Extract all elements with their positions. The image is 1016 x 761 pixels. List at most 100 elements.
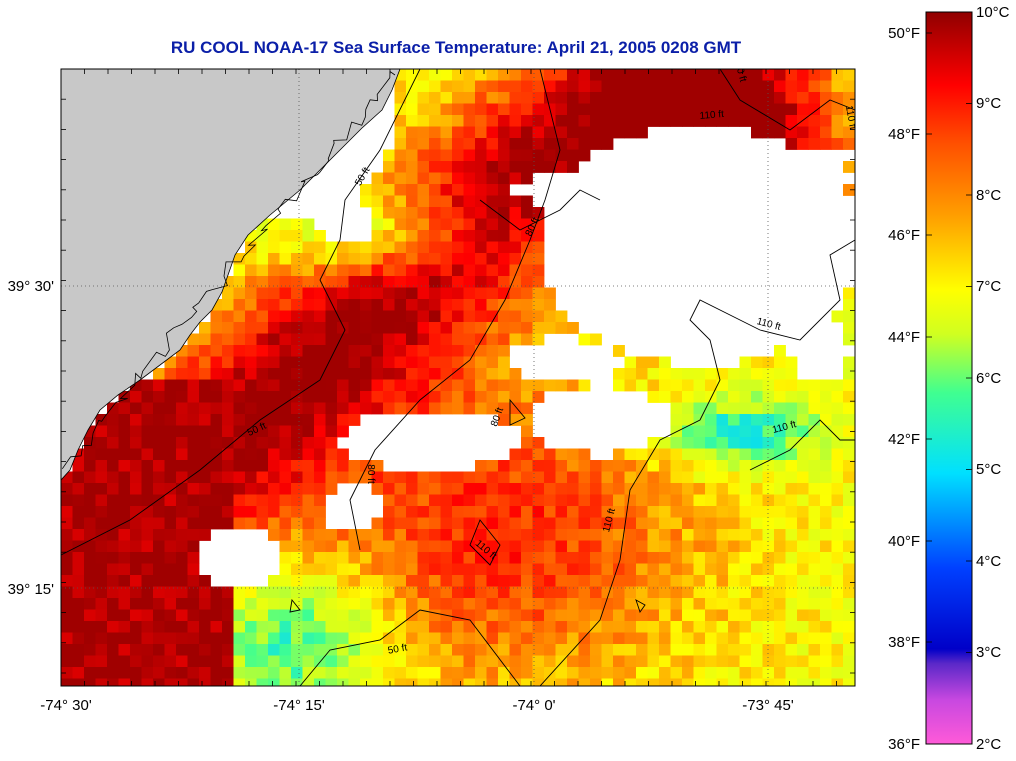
sst-pixel <box>440 299 453 311</box>
sst-pixel <box>429 609 441 622</box>
sst-pixel <box>567 80 579 93</box>
sst-pixel <box>394 241 407 254</box>
sst-pixel <box>636 517 648 530</box>
sst-pixel <box>429 379 441 392</box>
sst-pixel <box>624 471 637 484</box>
sst-pixel <box>371 563 384 576</box>
sst-pixel <box>153 494 165 507</box>
sst-pixel <box>762 437 775 449</box>
sst-pixel <box>337 471 349 484</box>
sst-pixel <box>337 460 349 472</box>
sst-pixel <box>532 609 545 622</box>
sst-pixel <box>797 552 809 564</box>
sst-pixel <box>739 80 752 93</box>
sst-pixel <box>831 391 844 403</box>
sst-pixel <box>670 552 683 564</box>
sst-pixel <box>291 264 303 277</box>
sst-pixel <box>843 575 855 587</box>
sst-pixel <box>371 322 384 334</box>
sst-pixel <box>256 655 269 668</box>
sst-pixel <box>210 437 223 449</box>
sst-pixel <box>624 379 637 392</box>
sst-pixel <box>831 402 844 415</box>
sst-pixel <box>797 655 809 668</box>
sst-pixel <box>141 483 154 495</box>
sst-pixel <box>797 506 809 518</box>
sst-pixel <box>705 621 717 633</box>
sst-pixel <box>774 425 786 438</box>
sst-pixel <box>498 402 510 415</box>
sst-pixel <box>153 552 165 564</box>
sst-pixel <box>820 609 832 622</box>
sst-pixel <box>279 471 292 484</box>
sst-pixel <box>739 494 752 507</box>
sst-pixel <box>233 448 246 461</box>
sst-pixel <box>463 644 476 656</box>
sst-pixel <box>337 253 349 265</box>
sst-pixel <box>647 678 660 686</box>
sst-pixel <box>544 552 556 564</box>
sst-pixel <box>820 448 832 461</box>
sst-pixel <box>521 207 533 219</box>
sst-pixel <box>371 667 384 679</box>
sst-pixel <box>348 333 361 346</box>
sst-pixel <box>521 69 533 81</box>
sst-pixel <box>233 356 246 369</box>
sst-pixel <box>797 517 809 530</box>
sst-pixel <box>613 517 625 530</box>
sst-pixel <box>72 552 85 564</box>
sst-pixel <box>233 402 246 415</box>
sst-pixel <box>682 448 694 461</box>
sst-pixel <box>291 460 303 472</box>
sst-pixel <box>176 379 188 392</box>
sst-pixel <box>291 322 303 334</box>
sst-pixel <box>314 598 326 610</box>
sst-pixel <box>325 379 338 392</box>
sst-pixel <box>509 460 522 472</box>
sst-pixel <box>314 529 326 541</box>
sst-pixel <box>544 126 556 139</box>
sst-pixel <box>578 586 591 599</box>
sst-pixel <box>716 644 729 656</box>
sst-pixel <box>383 276 395 288</box>
sst-pixel <box>394 506 407 518</box>
sst-pixel <box>532 149 545 162</box>
sst-pixel <box>843 448 855 461</box>
sst-pixel <box>475 575 487 587</box>
sst-pixel <box>417 310 430 323</box>
sst-pixel <box>682 529 694 541</box>
sst-pixel <box>808 138 821 150</box>
sst-pixel <box>394 402 407 415</box>
sst-pixel <box>452 678 464 686</box>
sst-pixel <box>463 69 476 81</box>
sst-pixel <box>141 667 154 679</box>
sst-pixel <box>360 598 372 610</box>
sst-pixel <box>659 483 671 495</box>
sst-pixel <box>578 529 591 541</box>
sst-pixel <box>521 103 533 116</box>
sst-pixel <box>222 379 234 392</box>
sst-pixel <box>463 80 476 93</box>
sst-pixel <box>95 586 108 599</box>
sst-pixel <box>486 460 499 472</box>
sst-pixel <box>245 310 257 323</box>
sst-pixel <box>544 517 556 530</box>
sst-pixel <box>578 115 591 127</box>
sst-pixel <box>751 586 763 599</box>
sst-pixel <box>107 621 119 633</box>
sst-pixel <box>659 529 671 541</box>
sst-pixel <box>429 575 441 587</box>
sst-pixel <box>820 655 832 668</box>
sst-pixel <box>693 448 706 461</box>
sst-pixel <box>509 529 522 541</box>
sst-pixel <box>371 172 384 185</box>
sst-pixel <box>578 678 591 686</box>
sst-pixel <box>578 575 591 587</box>
sst-pixel <box>716 437 729 449</box>
sst-pixel <box>199 322 211 334</box>
sst-pixel <box>107 414 119 426</box>
sst-pixel <box>176 540 188 553</box>
sst-pixel <box>521 517 533 530</box>
sst-pixel <box>544 138 556 150</box>
